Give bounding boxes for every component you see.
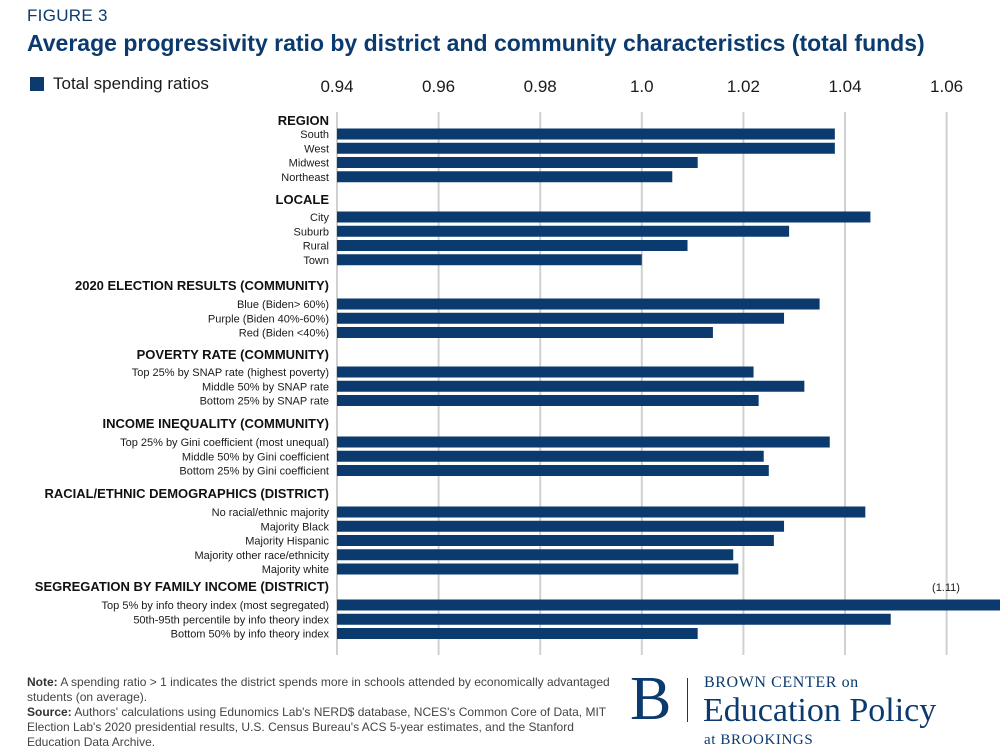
category-label: Middle 50% by Gini coefficient bbox=[182, 451, 329, 463]
category-label: Top 25% by Gini coefficient (most unequa… bbox=[120, 437, 329, 449]
category-label: Midwest bbox=[289, 158, 329, 170]
bar bbox=[337, 157, 698, 168]
logo-line-3: at BROOKINGS bbox=[704, 732, 814, 748]
group-header: POVERTY RATE (COMMUNITY) bbox=[137, 347, 329, 362]
category-label: 50th-95th percentile by info theory inde… bbox=[133, 614, 329, 626]
logo-line-1: BROWN CENTER on bbox=[704, 674, 859, 691]
group-header: INCOME INEQUALITY (COMMUNITY) bbox=[102, 416, 329, 431]
bar bbox=[337, 142, 835, 154]
x-tick-label: 1.02 bbox=[727, 77, 760, 96]
group-header: SEGREGATION BY FAMILY INCOME (DISTRICT) bbox=[35, 579, 329, 594]
bar bbox=[337, 549, 734, 561]
source-label: Source: bbox=[27, 705, 72, 719]
category-label: Blue (Biden> 60%) bbox=[237, 299, 329, 311]
category-label: No racial/ethnic majority bbox=[212, 507, 330, 519]
bar bbox=[337, 450, 764, 462]
category-label: Rural bbox=[303, 241, 329, 253]
bar bbox=[337, 171, 673, 183]
category-label: Top 5% by info theory index (most segreg… bbox=[102, 600, 329, 612]
category-label: Majority Hispanic bbox=[245, 536, 329, 548]
category-label: Majority white bbox=[262, 564, 329, 576]
group-header: 2020 ELECTION RESULTS (COMMUNITY) bbox=[75, 278, 329, 293]
category-label: Red (Biden <40%) bbox=[239, 328, 329, 340]
x-tick-label: 0.94 bbox=[320, 77, 353, 96]
bar bbox=[337, 628, 698, 639]
category-label: Town bbox=[303, 255, 329, 267]
logo-letter: B bbox=[630, 665, 672, 733]
x-tick-label: 0.96 bbox=[422, 77, 455, 96]
bar bbox=[337, 298, 820, 310]
category-label: Bottom 50% by info theory index bbox=[171, 629, 330, 641]
group-header: LOCALE bbox=[276, 192, 330, 207]
bar bbox=[337, 211, 871, 223]
logo-divider bbox=[687, 678, 688, 722]
category-label: Bottom 25% by SNAP rate bbox=[200, 396, 329, 408]
bar bbox=[337, 520, 785, 532]
bar bbox=[337, 599, 1000, 611]
note-label: Note: bbox=[27, 675, 58, 689]
x-tick-label: 1.06 bbox=[930, 77, 963, 96]
legend: Total spending ratios bbox=[30, 74, 209, 94]
chart-note: Note: A spending ratio > 1 indicates the… bbox=[27, 675, 617, 750]
legend-swatch bbox=[30, 77, 44, 91]
bar bbox=[337, 436, 830, 448]
bar bbox=[337, 465, 769, 476]
chart-title: Average progressivity ratio by district … bbox=[27, 30, 925, 56]
x-tick-label: 0.98 bbox=[524, 77, 557, 96]
category-label: Top 25% by SNAP rate (highest poverty) bbox=[132, 367, 329, 379]
x-tick-label: 1.04 bbox=[828, 77, 861, 96]
group-header: REGION bbox=[278, 113, 329, 128]
bar bbox=[337, 240, 688, 251]
category-label: City bbox=[310, 212, 329, 224]
category-label: Bottom 25% by Gini coefficient bbox=[179, 466, 329, 478]
category-label: Purple (Biden 40%-60%) bbox=[208, 313, 329, 325]
bar bbox=[337, 613, 891, 625]
bar bbox=[337, 128, 835, 140]
category-label: West bbox=[304, 143, 329, 155]
logo-line-2: Education Policy bbox=[703, 692, 937, 729]
note-text: A spending ratio > 1 indicates the distr… bbox=[27, 675, 610, 704]
category-label: Suburb bbox=[294, 226, 329, 238]
category-label: Northeast bbox=[281, 172, 329, 184]
category-label: Majority other race/ethnicity bbox=[195, 550, 330, 562]
x-tick-label: 1.0 bbox=[630, 77, 654, 96]
bar bbox=[337, 506, 866, 518]
bar bbox=[337, 380, 805, 392]
bar bbox=[337, 225, 790, 237]
bar bbox=[337, 563, 739, 575]
category-label: Middle 50% by SNAP rate bbox=[202, 381, 329, 393]
data-label: (1.11) bbox=[932, 582, 960, 594]
group-header: RACIAL/ETHNIC DEMOGRAPHICS (DISTRICT) bbox=[44, 486, 329, 501]
bar bbox=[337, 254, 642, 266]
bar bbox=[337, 312, 785, 324]
category-label: Majority Black bbox=[261, 521, 330, 533]
bar bbox=[337, 395, 759, 406]
legend-label: Total spending ratios bbox=[53, 74, 209, 93]
bar bbox=[337, 366, 754, 378]
bar bbox=[337, 327, 713, 338]
brown-center-logo: B BROWN CENTER on Education Policy at BR… bbox=[630, 668, 990, 750]
figure-label: FIGURE 3 bbox=[27, 6, 108, 25]
bar bbox=[337, 535, 774, 546]
category-label: South bbox=[300, 129, 329, 141]
source-text: Authors' calculations using Edunomics La… bbox=[27, 705, 606, 749]
